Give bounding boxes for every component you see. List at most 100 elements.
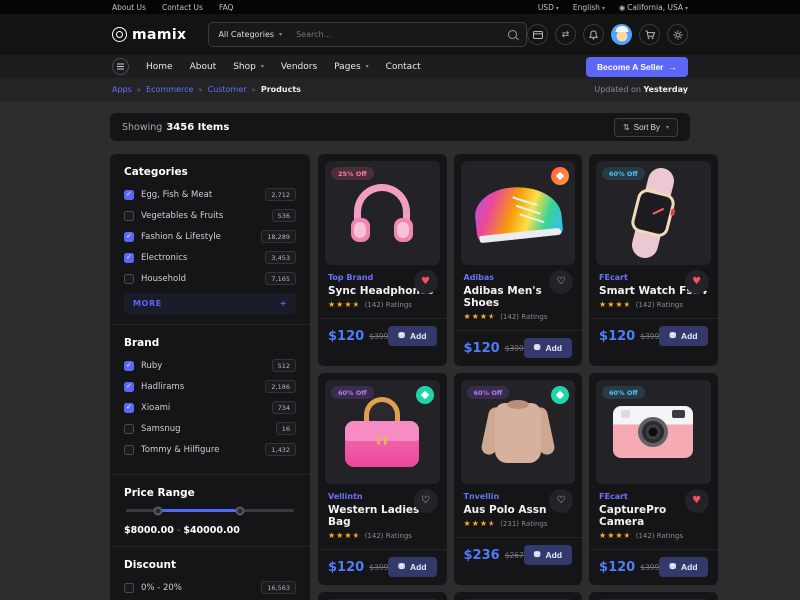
product-price: $120 [328, 559, 365, 575]
add-to-cart-button[interactable]: ⛃ Add [388, 557, 437, 577]
cart-icon[interactable] [639, 24, 660, 45]
product-title[interactable]: CapturePro Camera [599, 504, 667, 528]
product-title[interactable]: Western Ladies Bag [328, 504, 420, 528]
checkbox[interactable]: ✓ [124, 273, 134, 284]
checkbox[interactable]: ✓ [124, 210, 134, 221]
nav-item-shop[interactable]: Shop ▾ [233, 61, 264, 72]
product-image[interactable] [460, 161, 576, 265]
avatar-hat [615, 26, 628, 32]
filter-row: ✓ Household 7,165 [124, 272, 296, 285]
categories-more-button[interactable]: MORE + [124, 293, 296, 314]
breadcrumb-apps[interactable]: Apps [112, 85, 132, 94]
product-brand[interactable]: FEcart [599, 273, 628, 282]
breadcrumb-customer[interactable]: Customer [207, 85, 247, 94]
product-brand[interactable]: Tnvellin [463, 492, 500, 501]
check-icon: ✓ [126, 253, 132, 261]
product-rating: ★★★★ (231) Ratings [463, 519, 548, 529]
filter-label: Tommy & Hilfigure [141, 444, 220, 455]
checkbox[interactable]: ✓ [124, 402, 134, 413]
become-a-seller-button[interactable]: Become A Seller → [586, 56, 688, 77]
add-to-cart-button[interactable]: ⛃ Add [523, 545, 573, 565]
settings-icon[interactable] [667, 24, 688, 45]
menu-hamburger-icon[interactable] [112, 58, 129, 75]
section-title: Discount [124, 559, 176, 571]
checkbox[interactable]: ✓ [124, 582, 134, 593]
nav-item-pages[interactable]: Pages ▾ [334, 61, 369, 72]
compare-icon[interactable]: ⇄ [555, 24, 576, 45]
pink-headphones-image [347, 182, 417, 244]
count-badge: 3,453 [265, 251, 296, 264]
count-badge: 536 [271, 209, 296, 222]
product-image[interactable]: 60% Off [596, 380, 711, 484]
topbar-link-faq[interactable]: FAQ [218, 2, 234, 12]
user-avatar[interactable] [611, 24, 632, 45]
chevron-down-icon: ▾ [601, 4, 605, 12]
product-rating: ★★★★ (142) Ratings [328, 531, 412, 541]
nav-item-about[interactable]: About [189, 61, 217, 72]
product-brand[interactable]: Adibas [463, 273, 495, 282]
slider-handle-min[interactable] [153, 506, 163, 515]
add-to-cart-button[interactable]: ⛃ Add [659, 557, 708, 577]
featured-deal-icon [551, 386, 570, 404]
wishlist-heart-icon[interactable]: ♥ [413, 270, 438, 294]
breadcrumb-ecommerce[interactable]: Ecommerce [146, 85, 194, 94]
topbar-link-about[interactable]: About Us [112, 2, 146, 12]
add-to-cart-button[interactable]: ⛃ Add [388, 326, 437, 346]
product-title[interactable]: Sync Headphones [328, 285, 434, 297]
slider-handle-max[interactable] [235, 506, 245, 515]
sort-by-button[interactable]: ⇅ Sort By ▾ [614, 117, 678, 137]
product-image[interactable]: 25% Off [325, 161, 440, 265]
wishlist-heart-icon[interactable]: ♡ [413, 489, 438, 513]
checkbox[interactable]: ✓ [124, 444, 134, 455]
product-title[interactable]: Aus Polo Assn [463, 504, 547, 516]
brand-logo[interactable]: mamix [112, 27, 186, 43]
checkbox[interactable]: ✓ [124, 189, 134, 200]
checkbox[interactable]: ✓ [124, 381, 134, 392]
filter-label: Vegetables & Fruits [141, 210, 224, 221]
price-range-slider[interactable] [126, 506, 294, 515]
checkbox[interactable]: ✓ [124, 360, 134, 371]
nav-item-contact[interactable]: Contact [385, 61, 421, 72]
categories-dropdown[interactable]: All Categories ▾ [218, 30, 283, 39]
check-icon: ✓ [126, 190, 132, 198]
language-selector[interactable]: English ▾ [572, 2, 605, 12]
location-selector[interactable]: ◉ California, USA ▾ [618, 2, 688, 12]
product-title[interactable]: Smart Watch Fs14 [599, 285, 708, 297]
product-card: 25% Off [453, 592, 583, 600]
add-to-cart-button[interactable]: ⛃ Add [659, 326, 708, 346]
nav-item-home[interactable]: Home [146, 61, 173, 72]
product-old-price: $399 [369, 562, 389, 572]
search-icon[interactable] [508, 30, 517, 39]
featured-deal-icon [415, 386, 434, 404]
wishlist-heart-icon[interactable]: ♥ [684, 270, 709, 294]
currency-selector[interactable]: USD ▾ [537, 2, 559, 12]
product-title[interactable]: Adibas Men's Shoes [463, 285, 542, 309]
bell-icon[interactable] [583, 24, 604, 45]
utility-bar: About Us Contact Us FAQ USD ▾ English ▾ ◉ C… [0, 0, 800, 14]
topbar-link-contact[interactable]: Contact Us [161, 2, 203, 12]
location-pin-icon: ◉ [618, 3, 626, 12]
checkbox[interactable]: ✓ [124, 423, 134, 434]
product-image[interactable]: 60% Off [460, 380, 576, 484]
star-icons: ★★★★ [599, 300, 632, 309]
discount-badge: 60% Off [602, 167, 645, 180]
product-brand[interactable]: FEcart [599, 492, 628, 501]
filter-label: Fashion & Lifestyle [141, 231, 221, 242]
product-rating: ★★★★ (142) Ratings [463, 312, 548, 322]
star-icons: ★★★★ [463, 312, 497, 321]
card-icon[interactable] [527, 24, 548, 45]
wishlist-heart-icon[interactable]: ♥ [684, 489, 709, 513]
product-rating: ★★★★ (142) Ratings [599, 300, 683, 310]
product-brand[interactable]: Top Brand [328, 273, 374, 282]
product-brand[interactable]: Vellintn [328, 492, 363, 501]
product-image[interactable]: 60% Off [596, 161, 711, 265]
checkbox[interactable]: ✓ [124, 252, 134, 263]
wishlist-heart-icon[interactable]: ♡ [549, 489, 574, 513]
search-input[interactable] [296, 30, 508, 39]
wishlist-heart-icon[interactable]: ♡ [549, 270, 574, 294]
product-image[interactable]: 60% Off [325, 380, 440, 484]
pink-handbag-image [345, 397, 420, 467]
nav-item-vendors[interactable]: Vendors [280, 61, 318, 72]
checkbox[interactable]: ✓ [124, 231, 134, 242]
add-to-cart-button[interactable]: ⛃ Add [523, 338, 573, 358]
